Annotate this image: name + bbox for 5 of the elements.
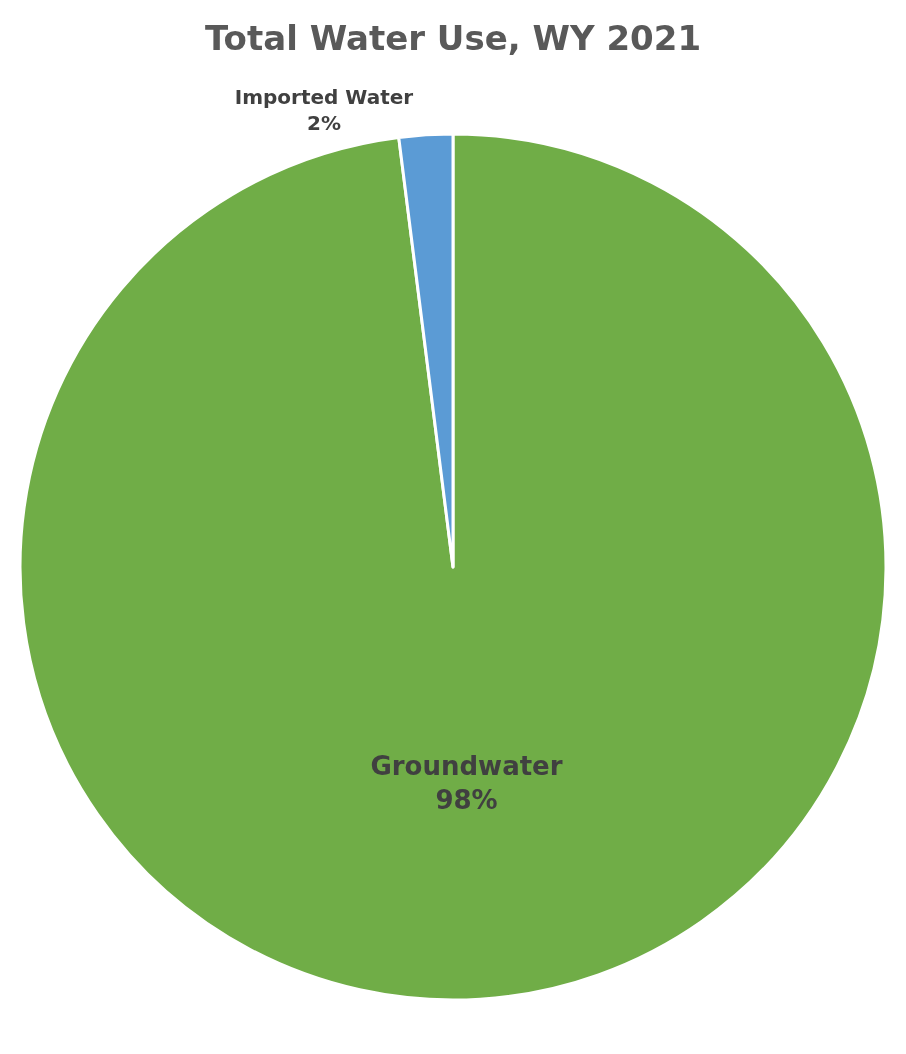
slice-label: Imported Water — [234, 84, 414, 109]
data-label: 2% — [306, 110, 341, 135]
chart-title: Total Water Use, WY 2021 — [204, 18, 702, 59]
data-label: 98% — [435, 784, 498, 815]
slice-label: Groundwater — [370, 751, 563, 782]
